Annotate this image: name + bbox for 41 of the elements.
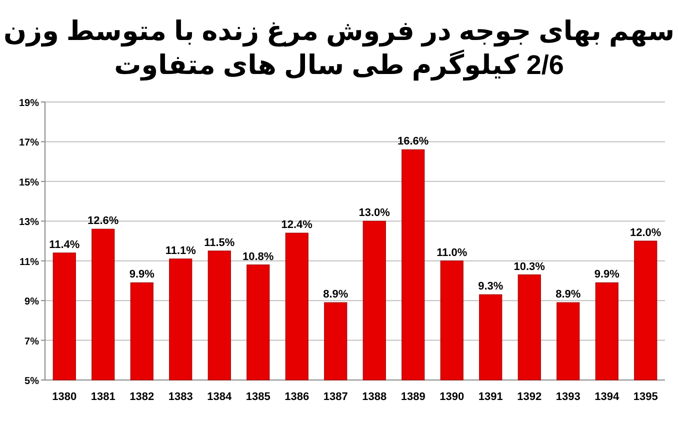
x-tick-label: 1387 xyxy=(323,391,348,403)
y-tick-label: 11% xyxy=(20,256,40,268)
x-tick-label: 1391 xyxy=(478,391,503,403)
y-tick-label: 19% xyxy=(18,98,40,109)
x-tick-label: 1389 xyxy=(400,391,426,403)
x-tick-label: 1383 xyxy=(168,391,193,403)
y-tick-label: 15% xyxy=(18,177,40,188)
data-label: 8.9% xyxy=(556,288,581,301)
data-label: 12.4% xyxy=(281,219,313,232)
x-tick-label: 1380 xyxy=(52,391,77,403)
data-label: 11.5% xyxy=(204,236,235,249)
data-label: 9.9% xyxy=(594,268,620,281)
data-label: 12.0% xyxy=(630,227,662,239)
x-tick-label: 1388 xyxy=(362,391,387,403)
chart-title: سهم بهای جوجه در فروش مرغ زنده با متوسط وزن 2/6 کیلوگرم طی سال های متفاوت xyxy=(4,16,674,81)
data-label: 11.4% xyxy=(49,238,80,251)
data-label: 16.6% xyxy=(398,136,429,148)
data-label: 11.0% xyxy=(436,246,468,259)
x-tick-label: 1384 xyxy=(207,391,232,403)
x-tick-label: 1381 xyxy=(90,391,116,403)
data-label: 10.8% xyxy=(242,250,274,263)
data-label: 13.0% xyxy=(358,207,390,220)
y-tick-label: 9% xyxy=(24,296,40,308)
x-tick-label: 1394 xyxy=(594,391,620,403)
data-label: 9.3% xyxy=(478,280,504,293)
data-label: 10.3% xyxy=(514,260,546,273)
y-tick-label: 7% xyxy=(24,336,40,348)
x-tick-label: 1390 xyxy=(440,391,464,403)
y-tick-label: 17% xyxy=(18,138,40,149)
x-tick-label: 1392 xyxy=(517,391,542,403)
data-label: 12.6% xyxy=(88,215,119,228)
x-tick-label: 1395 xyxy=(633,391,658,403)
x-tick-label: 1393 xyxy=(556,391,580,403)
data-label: 11.1% xyxy=(165,244,196,257)
y-tick-label: 13% xyxy=(18,217,40,228)
data-label: 8.9% xyxy=(323,288,348,301)
x-tick-label: 1385 xyxy=(246,391,270,403)
y-tick-label: 5% xyxy=(24,376,40,387)
x-tick-label: 1382 xyxy=(130,391,154,403)
data-label: 9.9% xyxy=(129,268,155,281)
x-tick-label: 1386 xyxy=(284,391,310,403)
